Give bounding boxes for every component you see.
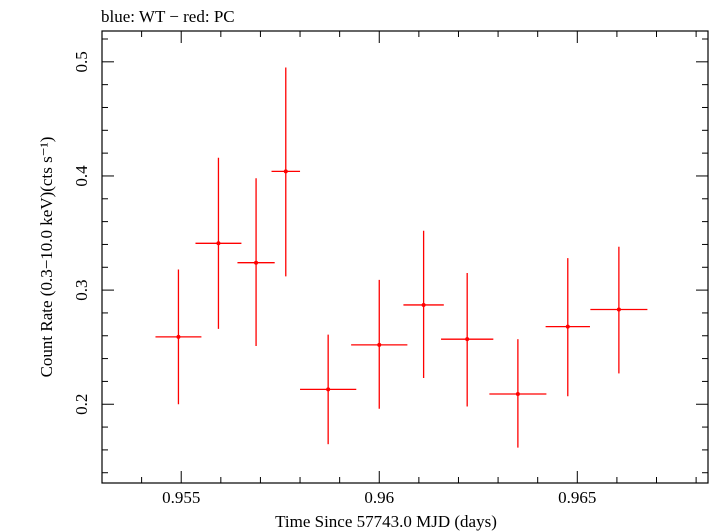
data-point	[489, 339, 547, 448]
point-marker	[216, 241, 221, 246]
y-tick-label: 0.2	[72, 394, 91, 415]
data-point	[237, 178, 275, 347]
point-marker	[283, 169, 288, 174]
y-axis-label: Count Rate (0.3−10.0 keV)(cts s⁻¹)	[37, 137, 56, 378]
point-marker	[326, 387, 331, 392]
y-tick-label: 0.3	[72, 279, 91, 300]
data-points	[155, 67, 648, 448]
data-point	[195, 157, 242, 329]
plot-frame	[101, 30, 709, 484]
point-marker	[377, 342, 382, 347]
data-point	[590, 246, 648, 374]
data-point	[351, 279, 408, 409]
x-axis-label: Time Since 57743.0 MJD (days)	[275, 512, 497, 531]
data-point	[271, 67, 301, 277]
point-marker	[465, 337, 470, 342]
data-point	[403, 230, 444, 378]
point-marker	[176, 334, 181, 339]
chart-title: blue: WT − red: PC	[101, 7, 235, 26]
point-marker	[254, 260, 259, 265]
y-tick-label: 0.4	[72, 165, 91, 187]
data-point	[441, 272, 494, 407]
x-tick-label: 0.955	[162, 488, 200, 507]
x-tick-label: 0.96	[364, 488, 394, 507]
axis-tick-labels: 0.955 0.96 0.965 0.2 0.3 0.4 0.5	[72, 51, 596, 507]
data-point	[300, 334, 357, 445]
point-marker	[515, 391, 520, 396]
y-tick-label: 0.5	[72, 51, 91, 72]
point-marker	[616, 307, 621, 312]
axis-ticks	[101, 31, 708, 483]
x-tick-label: 0.965	[558, 488, 596, 507]
point-marker	[565, 324, 570, 329]
point-marker	[421, 302, 426, 307]
data-point	[155, 269, 202, 405]
data-point	[545, 258, 590, 397]
